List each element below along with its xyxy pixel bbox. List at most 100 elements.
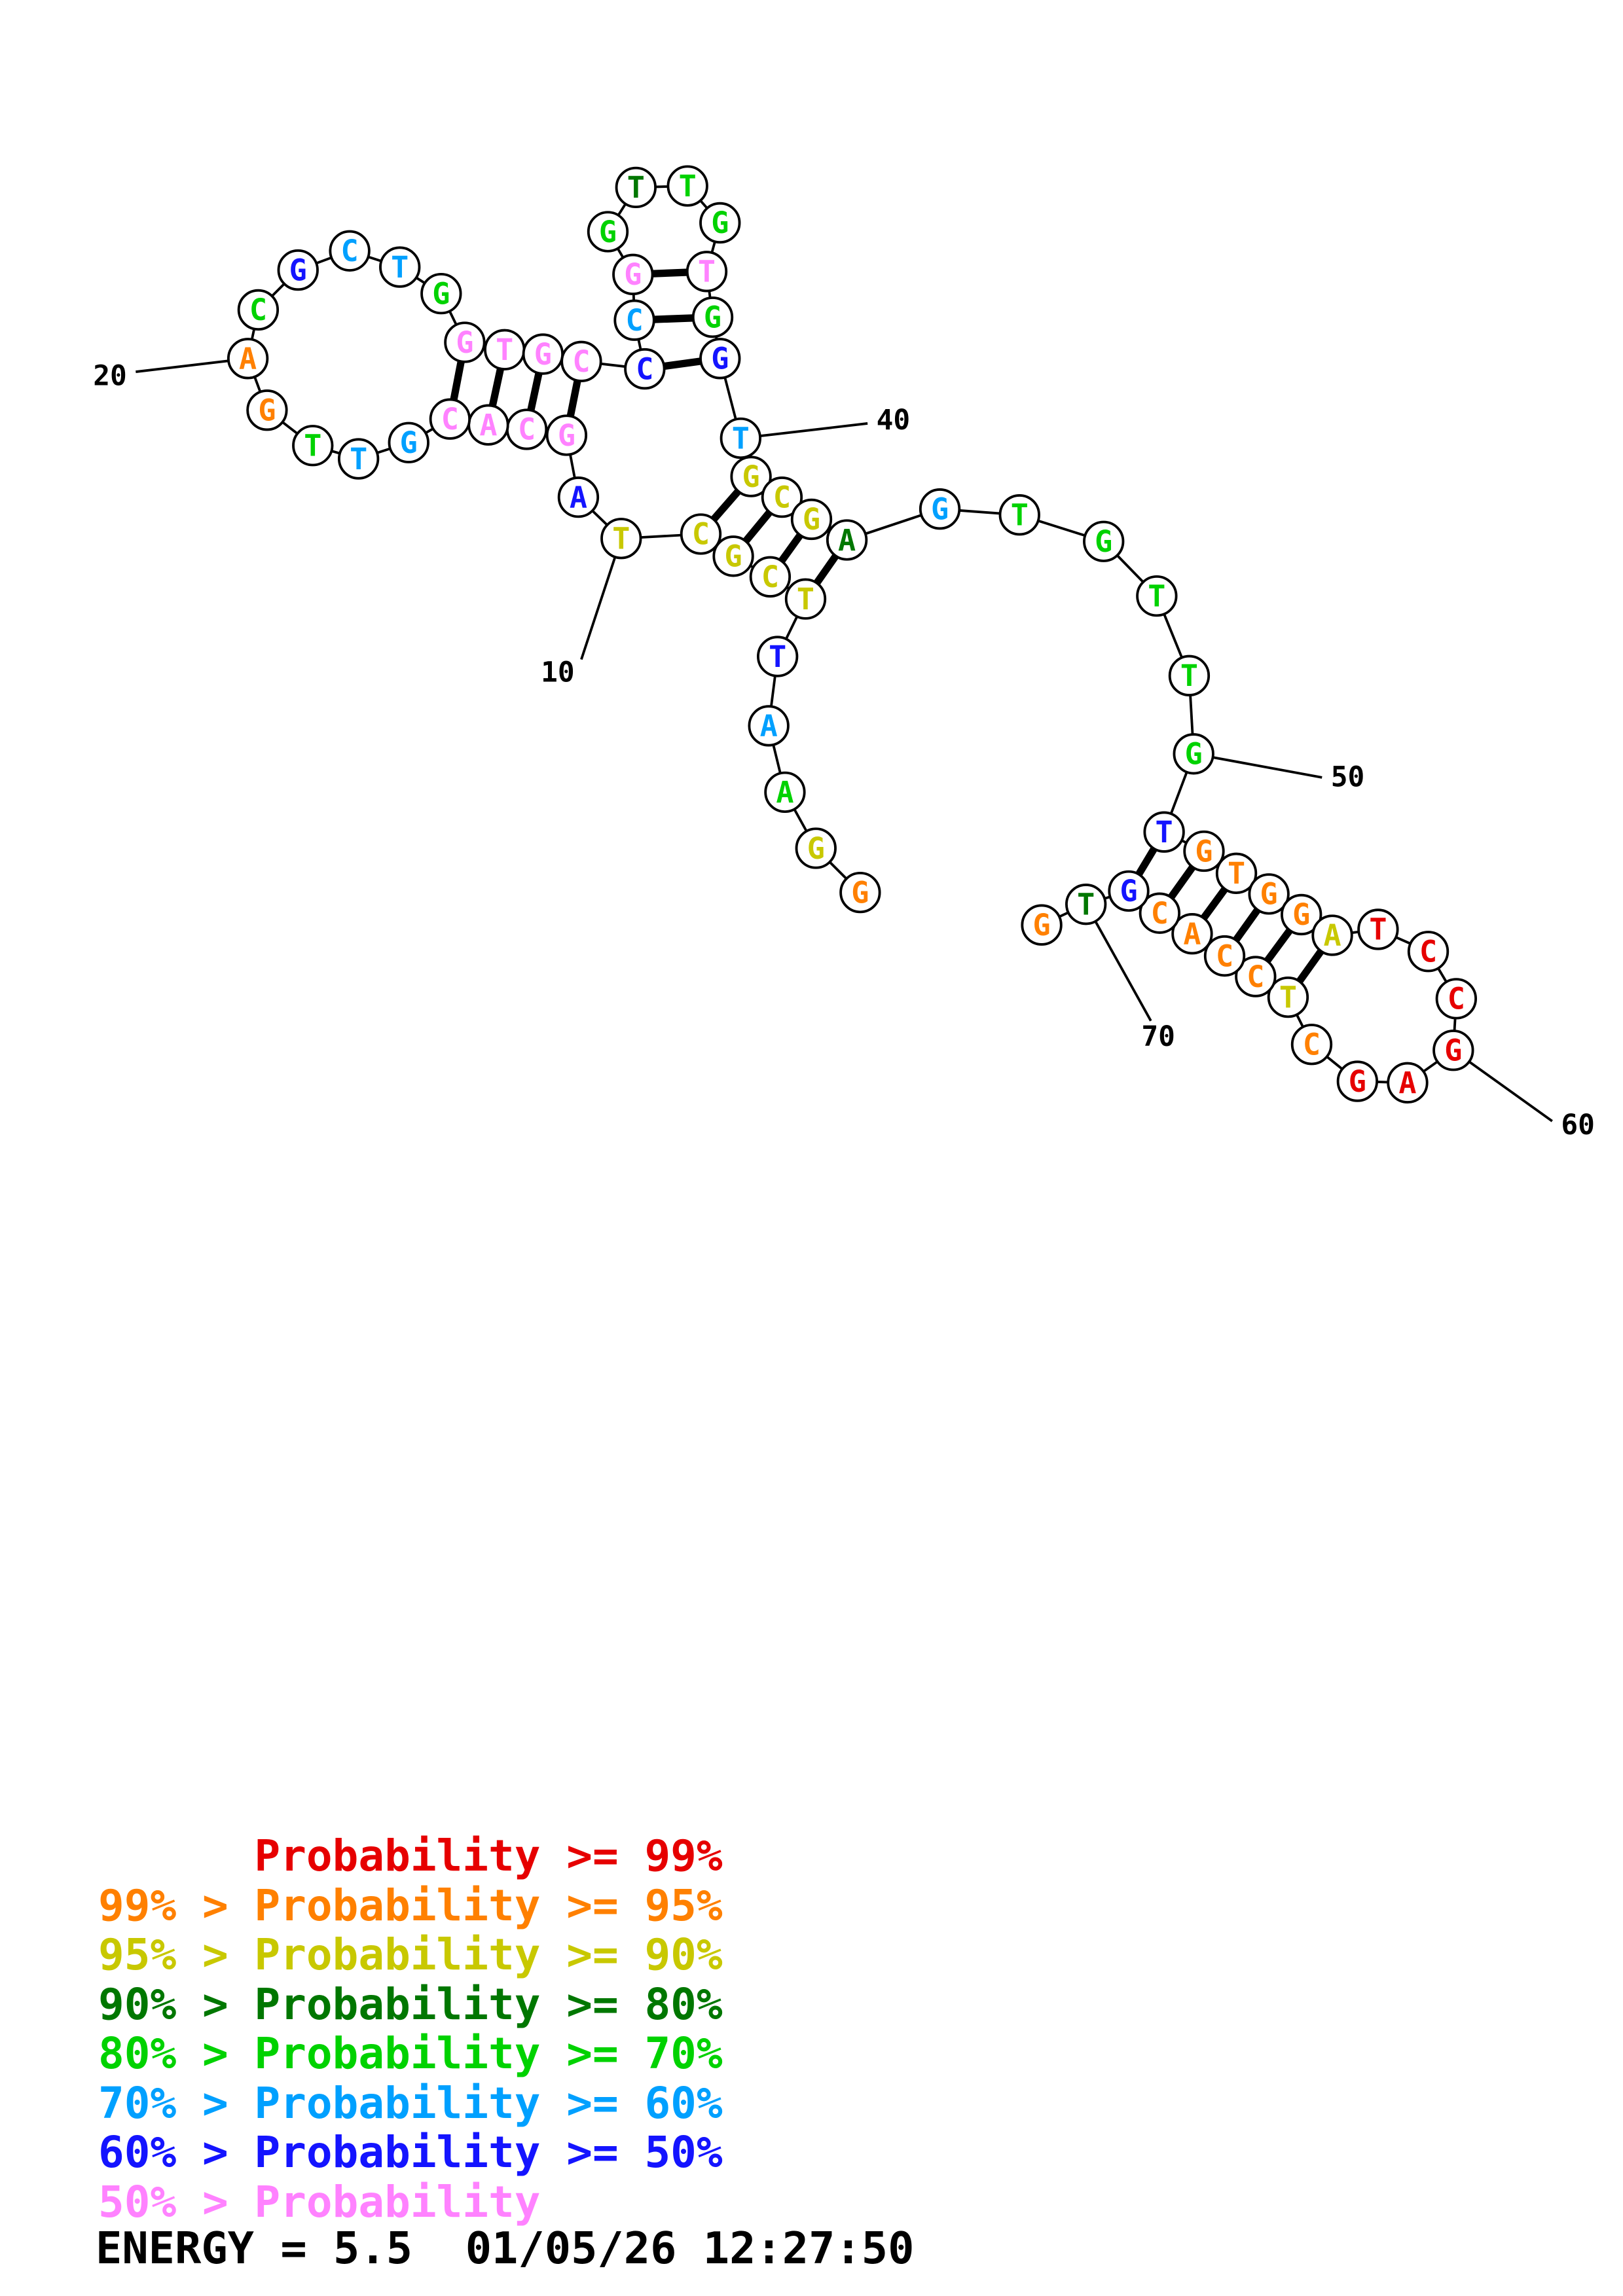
legend-row-5: 70% > Probability >= 60%	[98, 2077, 723, 2128]
base-circle-70	[1065, 883, 1107, 925]
base-letter-63: C	[1303, 1028, 1321, 1062]
base-letter-38: G	[704, 300, 721, 334]
base-letter-15: C	[441, 402, 459, 437]
base-letter-61: A	[1398, 1066, 1416, 1100]
base-letter-62: G	[1349, 1064, 1366, 1099]
base-circle-63	[1290, 1024, 1333, 1066]
base-letter-40: T	[732, 421, 750, 456]
base-circle-15	[429, 398, 471, 440]
base-letter-17: T	[350, 442, 367, 476]
base-circle-40	[720, 417, 761, 459]
legend-row-0: Probability >= 99%	[98, 1831, 723, 1881]
base-letter-6: T	[797, 582, 814, 617]
base-letter-54: G	[1260, 877, 1278, 912]
base-circle-22	[277, 249, 319, 291]
base-letter-64: T	[1279, 980, 1297, 1014]
base-circle-5	[757, 636, 799, 677]
position-label-40: 40	[877, 404, 911, 437]
base-letter-9: C	[692, 517, 710, 552]
base-circle-24	[379, 246, 421, 288]
base-letter-43: G	[803, 502, 820, 537]
base-circle-23	[329, 230, 371, 272]
base-circle-39	[699, 338, 741, 380]
position-label-10: 10	[541, 656, 575, 689]
base-circle-71	[1021, 904, 1063, 946]
base-letter-28: G	[534, 337, 552, 372]
base-circle-58	[1407, 931, 1450, 973]
base-circle-67	[1171, 913, 1213, 955]
base-circle-6	[784, 578, 827, 620]
base-circle-65	[1235, 956, 1277, 997]
base-circle-60	[1432, 1030, 1474, 1071]
base-circle-18	[292, 425, 334, 467]
legend-row-3: 90% > Probability >= 80%	[98, 1979, 723, 2030]
base-letter-49: T	[1180, 658, 1198, 693]
position-label-60: 60	[1561, 1109, 1595, 1141]
legend: Probability >= 99% 99% > Probability >= 9…	[98, 1831, 723, 2227]
base-letter-55: G	[1292, 897, 1310, 932]
base-letter-19: G	[258, 393, 276, 427]
base-letter-45: G	[931, 492, 949, 526]
base-letter-31: C	[625, 303, 643, 338]
base-letter-44: A	[838, 523, 856, 558]
base-circle-50	[1173, 733, 1214, 775]
base-circle-19	[246, 389, 288, 431]
base-letter-58: C	[1419, 935, 1437, 969]
base-circle-66	[1203, 935, 1246, 977]
base-circle-31	[613, 299, 655, 341]
base-letter-4: A	[760, 709, 778, 744]
base-circle-41	[730, 456, 772, 497]
legend-row-2: 95% > Probability >= 90%	[98, 1929, 723, 1980]
base-letter-48: T	[1148, 579, 1165, 613]
base-circle-12	[545, 414, 588, 456]
base-circle-26	[444, 321, 486, 363]
base-letter-1: G	[851, 875, 869, 910]
base-letter-47: G	[1095, 524, 1112, 559]
base-circle-35	[666, 165, 708, 207]
base-circle-36	[699, 202, 741, 244]
base-letter-26: G	[456, 325, 473, 360]
base-circle-47	[1083, 520, 1125, 562]
base-letter-20: A	[239, 342, 257, 376]
base-circle-54	[1248, 873, 1290, 915]
base-letter-22: G	[289, 253, 307, 287]
energy-text: ENERGY = 5.5 01/05/26 12:27:50	[96, 2223, 915, 2274]
base-circle-7	[749, 556, 792, 598]
base-letter-71: G	[1032, 908, 1050, 942]
base-letter-70: T	[1077, 887, 1095, 922]
base-letter-37: T	[698, 255, 716, 289]
legend-row-7: 50% > Probability	[98, 2176, 541, 2227]
base-circle-49	[1168, 655, 1211, 696]
base-circle-16	[388, 422, 429, 463]
base-circle-4	[748, 705, 790, 747]
base-letter-29: C	[572, 344, 590, 379]
base-letter-34: T	[627, 170, 645, 205]
base-letter-2: G	[807, 831, 825, 866]
base-circle-32	[612, 253, 654, 296]
base-circle-20	[227, 338, 269, 380]
base-circle-45	[919, 488, 961, 530]
base-letter-53: T	[1228, 856, 1245, 891]
base-circle-25	[420, 272, 462, 315]
base-letter-23: C	[341, 234, 359, 268]
base-letter-12: G	[558, 418, 575, 453]
base-circle-44	[826, 519, 868, 561]
base-circle-21	[237, 289, 280, 331]
base-letter-3: A	[776, 775, 793, 810]
base-letter-39: G	[711, 342, 729, 376]
base-circle-55	[1281, 893, 1322, 936]
base-letter-33: G	[599, 215, 617, 249]
base-circle-1	[839, 871, 881, 914]
base-letter-27: T	[496, 332, 513, 367]
base-circle-30	[624, 348, 666, 390]
base-letter-14: A	[479, 408, 497, 442]
base-circle-10	[600, 518, 642, 560]
base-circle-11	[557, 476, 600, 518]
base-letter-52: G	[1195, 834, 1213, 869]
base-letter-42: C	[773, 480, 791, 514]
base-letter-56: A	[1323, 918, 1341, 953]
position-label-20: 20	[93, 359, 127, 392]
base-letter-25: G	[432, 276, 450, 311]
base-circle-37	[685, 251, 728, 293]
